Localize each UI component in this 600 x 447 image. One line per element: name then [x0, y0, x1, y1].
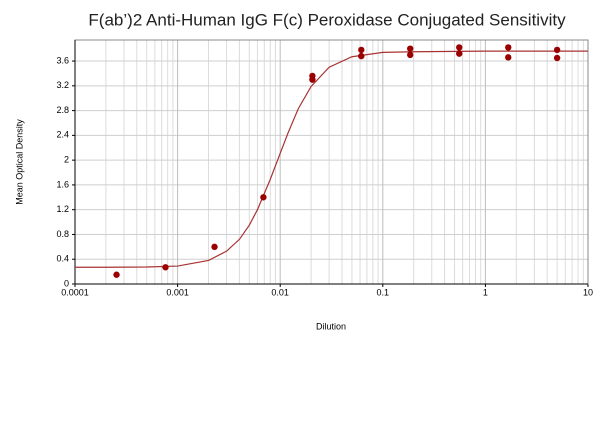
data-point	[553, 46, 561, 54]
data-point	[553, 54, 561, 62]
y-tick-label: 3.6	[56, 55, 69, 65]
y-tick-label: 1.6	[56, 179, 69, 189]
y-tick-label: 3.2	[56, 80, 69, 90]
x-tick-label: 1	[483, 287, 488, 297]
data-point	[505, 54, 512, 61]
data-point	[113, 271, 120, 278]
chart-title: F(ab’)2 Anti-Human IgG F(c) Peroxidase C…	[88, 10, 566, 29]
y-tick-label: 2	[64, 155, 69, 165]
x-tick-label: 0.001	[166, 287, 189, 297]
data-point	[162, 264, 169, 271]
data-point	[358, 46, 365, 54]
data-point	[456, 50, 463, 57]
data-point	[407, 45, 414, 52]
data-point	[358, 52, 365, 60]
x-axis-label: Dilution	[316, 321, 346, 331]
y-tick-label: 2.4	[56, 130, 69, 140]
y-tick-label: 0.8	[56, 229, 69, 239]
data-point	[505, 44, 512, 51]
y-tick-label: 1.2	[56, 204, 69, 214]
y-tick-label: 2.8	[56, 105, 69, 115]
x-tick-label: 0.1	[377, 287, 390, 297]
y-tick-label: 0	[64, 278, 69, 288]
data-point	[407, 51, 414, 59]
fit-curve	[75, 50, 588, 268]
data-point	[456, 44, 463, 51]
y-axis-label: Mean Optical Density	[14, 119, 24, 205]
data-point	[309, 72, 316, 80]
data-point	[260, 194, 267, 201]
x-tick-label: 0.0001	[61, 287, 89, 297]
x-tick-label: 10	[583, 287, 593, 297]
y-tick-label: 0.4	[56, 254, 69, 264]
x-tick-label: 0.01	[271, 287, 289, 297]
data-point	[211, 243, 218, 251]
plot-frame	[74, 39, 589, 285]
